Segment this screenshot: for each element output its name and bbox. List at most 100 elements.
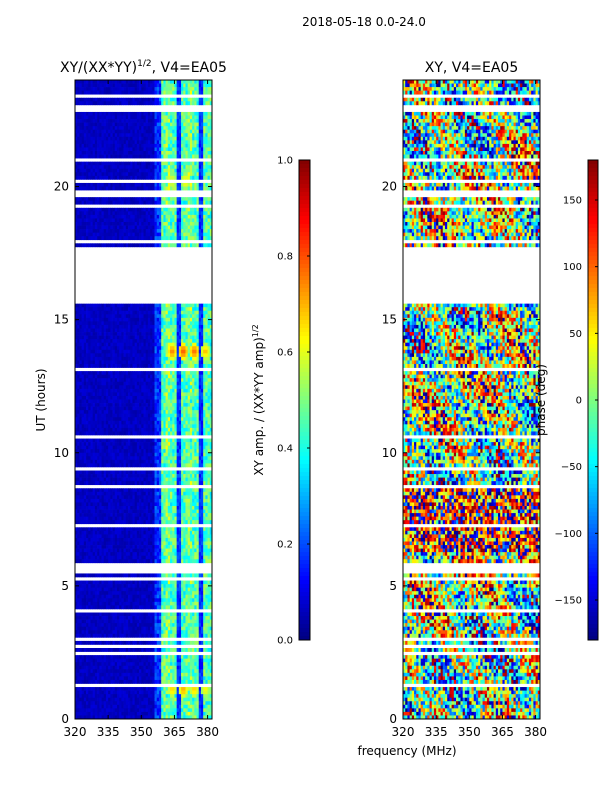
- heatmap-cell: [119, 395, 122, 400]
- heatmap-cell: [185, 168, 189, 173]
- heatmap-cell: [128, 317, 131, 322]
- heatmap-cell: [132, 381, 136, 386]
- heatmap-cell: [75, 122, 78, 127]
- heatmap-cell: [183, 143, 186, 148]
- heatmap-cell: [99, 151, 102, 155]
- heatmap-cell: [181, 346, 184, 351]
- heatmap-cell: [81, 374, 85, 379]
- heatmap-cell: [139, 456, 142, 461]
- heatmap-cell: [119, 314, 122, 319]
- heatmap-cell: [114, 222, 118, 226]
- heatmap-cell: [90, 232, 94, 237]
- heatmap-cell: [163, 143, 166, 148]
- heatmap-cell: [125, 222, 129, 226]
- heatmap-cell: [198, 399, 202, 404]
- heatmap-cell: [152, 214, 155, 219]
- heatmap-cell: [165, 438, 169, 443]
- heatmap-cell: [116, 136, 120, 141]
- heatmap-cell: [101, 165, 105, 170]
- heatmap-cell: [79, 214, 82, 219]
- heatmap-cell: [163, 445, 166, 450]
- heatmap-cell: [167, 321, 171, 326]
- heatmap-cell: [152, 229, 155, 233]
- heatmap-cell: [167, 360, 171, 365]
- heatmap-cell: [121, 232, 124, 237]
- heatmap-cell: [198, 317, 202, 322]
- heatmap-cell: [79, 314, 82, 319]
- heatmap-cell: [152, 332, 155, 336]
- heatmap-cell: [158, 431, 162, 436]
- heatmap-cell: [207, 211, 211, 216]
- heatmap-cell: [136, 211, 140, 216]
- heatmap-cell: [165, 339, 169, 344]
- heatmap-cell: [174, 328, 177, 333]
- heatmap-cell: [185, 364, 189, 368]
- heatmap-cell: [145, 399, 149, 404]
- heatmap-cell: [97, 388, 100, 393]
- heatmap-cell: [198, 371, 202, 375]
- heatmap-cell: [198, 143, 202, 148]
- heatmap-cell: [152, 232, 155, 237]
- heatmap-cell: [110, 126, 113, 131]
- heatmap-cell: [141, 154, 144, 159]
- heatmap-cell: [112, 395, 116, 400]
- heatmap-cell: [209, 335, 213, 340]
- heatmap-cell: [103, 172, 107, 177]
- heatmap-cell: [119, 186, 122, 191]
- heatmap-cell: [154, 222, 158, 226]
- heatmap-cell: [116, 314, 120, 319]
- heatmap-cell: [196, 442, 200, 446]
- heatmap-cell: [200, 427, 204, 432]
- heatmap-cell: [88, 80, 91, 84]
- heatmap-cell: [187, 165, 191, 170]
- heatmap-cell: [207, 307, 211, 312]
- heatmap-cell: [192, 317, 195, 322]
- heatmap-cell: [103, 214, 107, 219]
- heatmap-cell: [116, 168, 120, 173]
- heatmap-cell: [134, 119, 138, 123]
- heatmap-cell: [90, 172, 94, 177]
- heatmap-cell: [141, 324, 144, 329]
- heatmap-cell: [172, 324, 175, 329]
- heatmap-cell: [141, 126, 144, 131]
- heatmap-cell: [200, 136, 204, 141]
- heatmap-cell: [110, 197, 113, 202]
- heatmap-cell: [108, 310, 111, 315]
- heatmap-cell: [134, 431, 138, 436]
- heatmap-cell: [92, 172, 96, 177]
- heatmap-cell: [101, 80, 105, 84]
- heatmap-cell: [139, 420, 142, 425]
- heatmap-cell: [130, 321, 133, 326]
- heatmap-cell: [130, 385, 133, 390]
- heatmap-cell: [176, 452, 180, 457]
- heatmap-cell: [141, 321, 144, 326]
- heatmap-cell: [165, 101, 169, 106]
- heatmap-cell: [194, 111, 197, 116]
- heatmap-cell: [105, 154, 109, 159]
- heatmap-cell: [112, 406, 116, 411]
- heatmap-cell: [156, 364, 160, 368]
- heatmap-cell: [110, 374, 113, 379]
- heatmap-cell: [181, 314, 184, 319]
- heatmap-cell: [90, 342, 94, 347]
- heatmap-cell: [207, 339, 211, 344]
- heatmap-cell: [161, 197, 164, 202]
- heatmap-cell: [176, 175, 180, 180]
- heatmap-cell: [183, 161, 186, 166]
- heatmap-cell: [145, 243, 149, 248]
- heatmap-cell: [192, 111, 195, 116]
- heatmap-cell: [92, 413, 96, 418]
- heatmap-cell: [143, 154, 147, 159]
- heatmap-cell: [174, 317, 177, 322]
- heatmap-cell: [200, 445, 204, 450]
- heatmap-cell: [97, 136, 100, 141]
- heatmap-cell: [158, 346, 162, 351]
- heatmap-cell: [92, 364, 96, 368]
- heatmap-cell: [147, 129, 151, 134]
- heatmap-cell: [99, 385, 102, 390]
- heatmap-cell: [203, 200, 206, 205]
- heatmap-cell: [130, 225, 133, 230]
- heatmap-cell: [112, 140, 116, 145]
- heatmap-cell: [207, 374, 211, 379]
- heatmap-cell: [154, 122, 158, 127]
